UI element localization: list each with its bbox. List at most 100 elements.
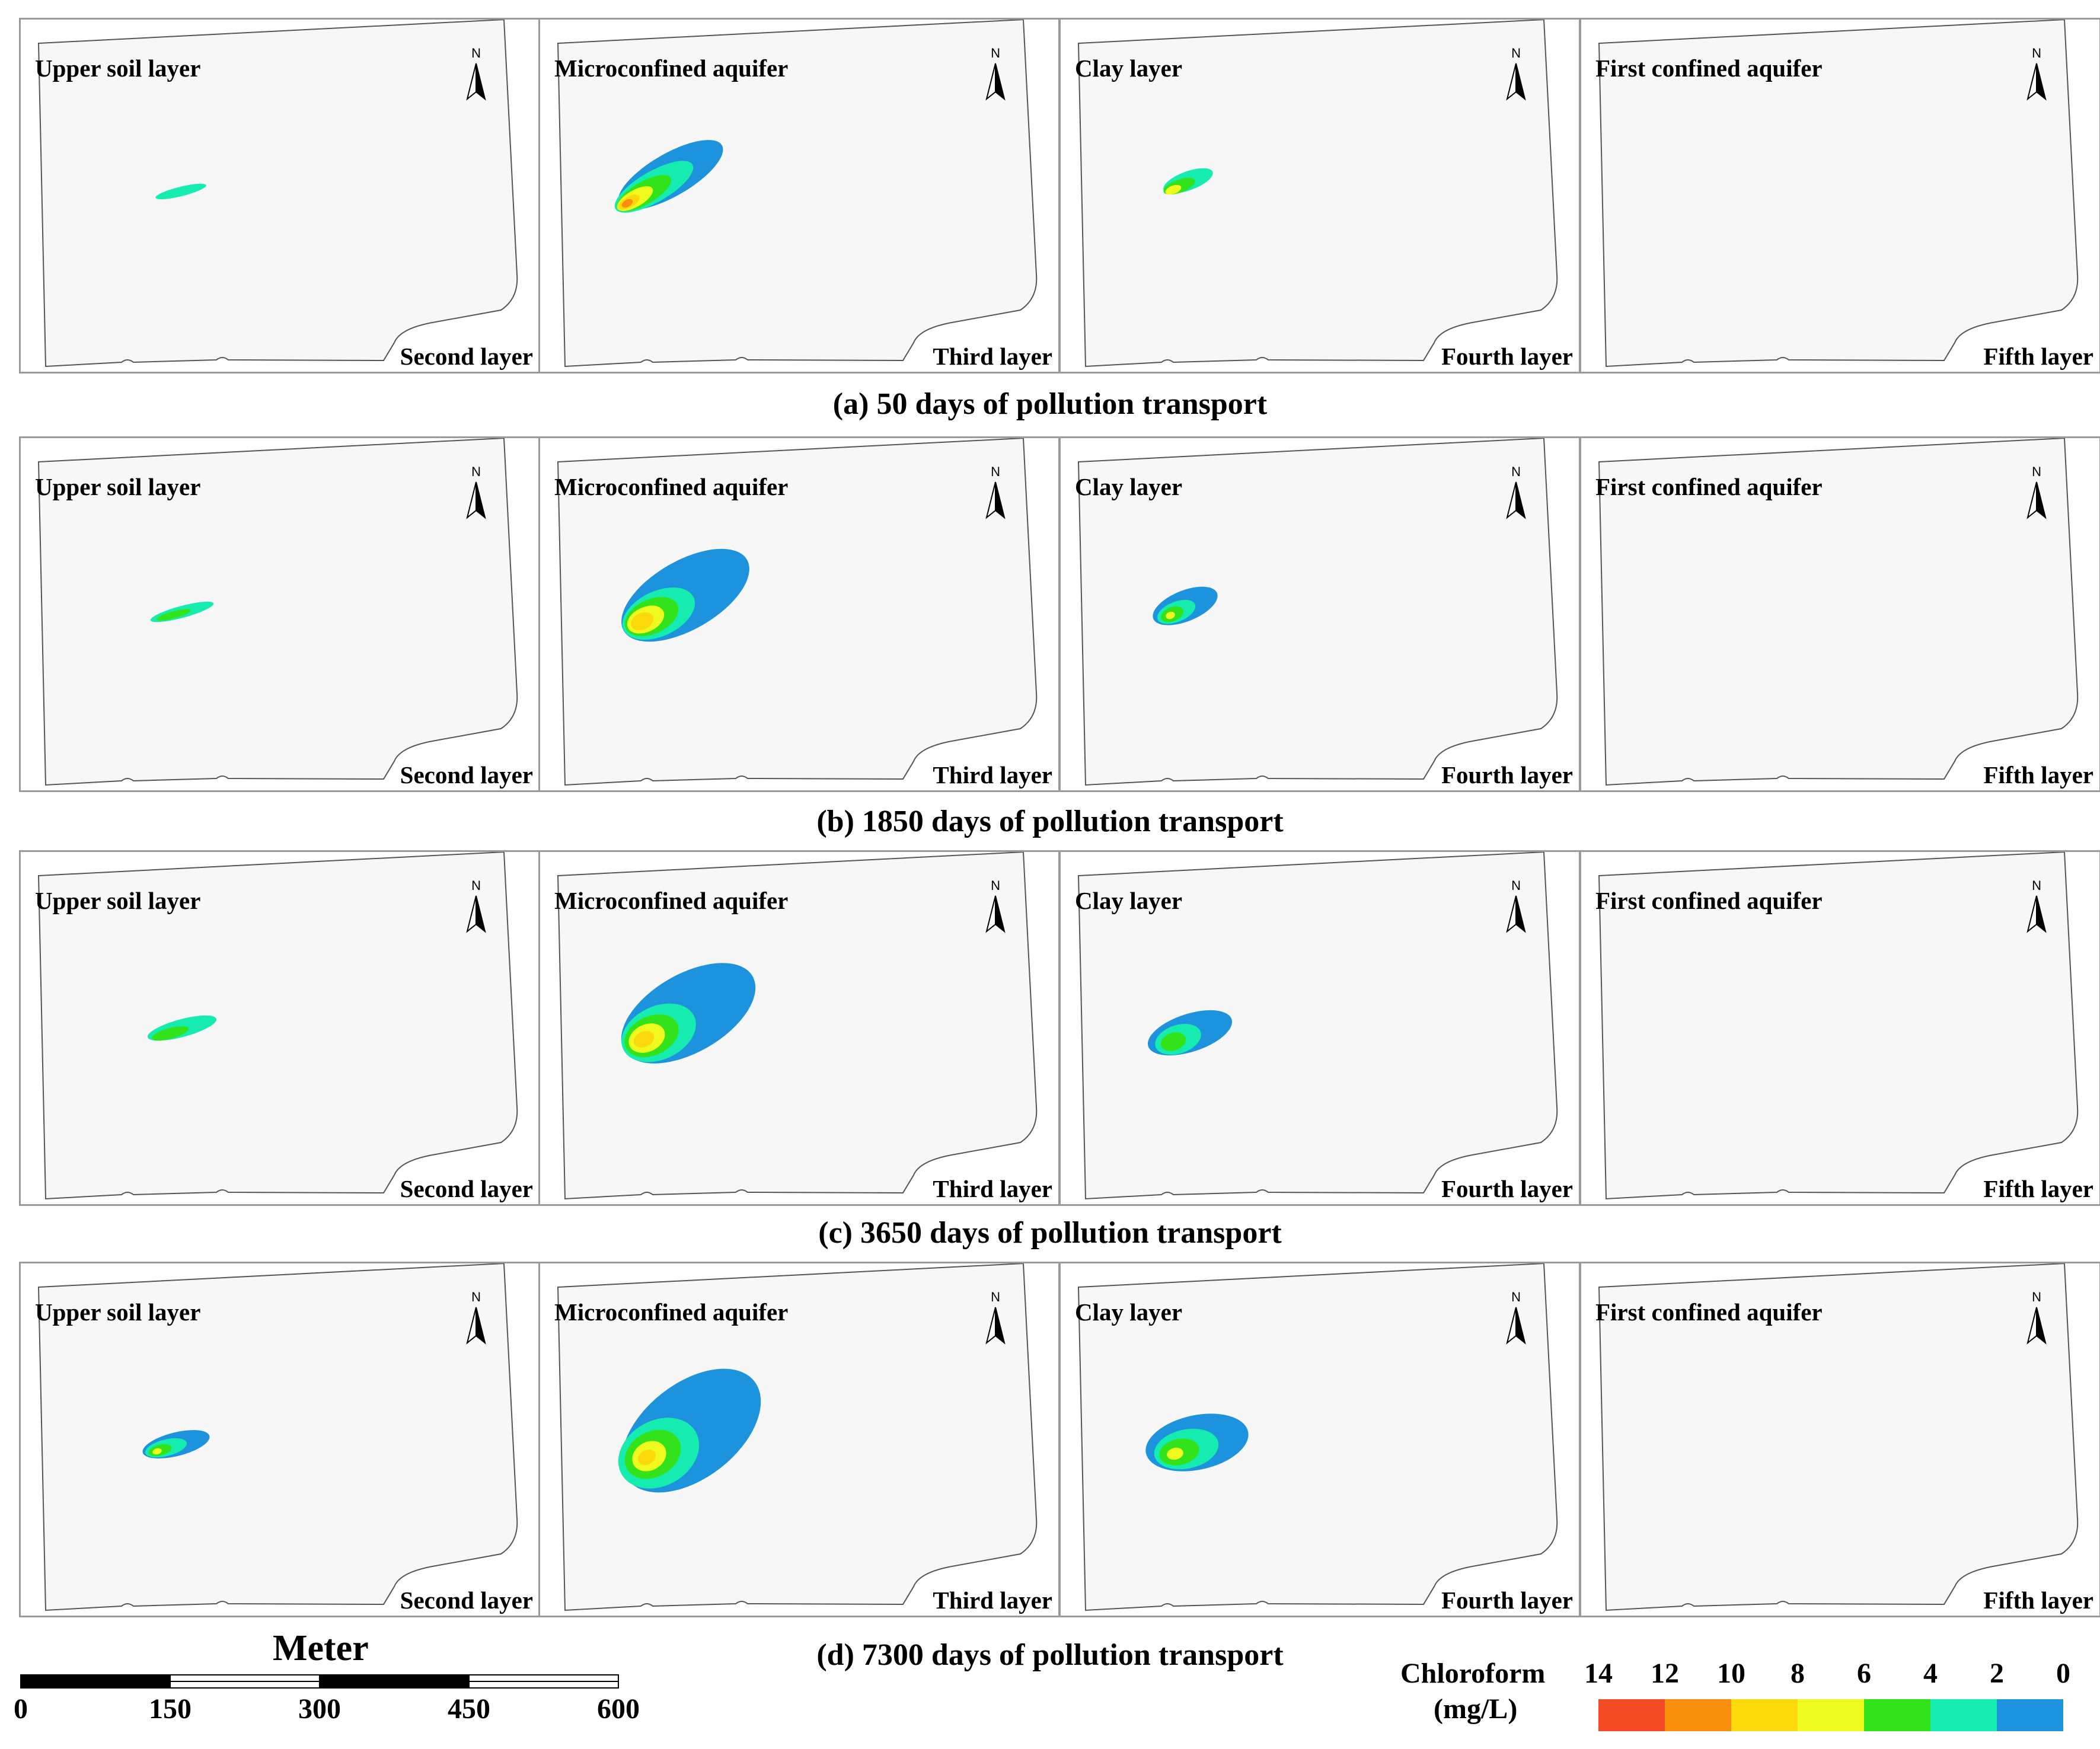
layer-name: First confined aquifer (1595, 1298, 1823, 1326)
north-arrow-icon: N (1506, 1290, 1526, 1345)
site-boundary (1077, 20, 1558, 368)
layer-number: Second layer (400, 1175, 533, 1202)
panel-b-microconfined: N Microconfined aquifer Third layer (538, 436, 1060, 792)
layer-name: Microconfined aquifer (554, 55, 789, 82)
layer-number: Second layer (400, 761, 533, 789)
scale-bar-unit: Meter (273, 1628, 369, 1668)
north-arrow-icon: N (2026, 464, 2047, 519)
legend-swatch (1997, 1699, 2063, 1731)
site-boundary (37, 852, 518, 1200)
legend-unit: (mg/L) (1434, 1693, 1518, 1725)
layer-number: Second layer (400, 1587, 533, 1614)
scale-tick-450: 450 (448, 1693, 490, 1725)
site-boundary (1077, 1263, 1558, 1611)
north-arrow-icon: N (985, 464, 1006, 519)
panel-c-microconfined: N Microconfined aquifer Third layer (538, 850, 1060, 1206)
layer-number: Fifth layer (1983, 1587, 2093, 1614)
north-label: N (1511, 46, 1521, 60)
scale-bar (20, 1674, 619, 1689)
caption-text: 3650 days of pollution transport (860, 1216, 1282, 1250)
plume-contour (1160, 1032, 1186, 1051)
panel-d-clay: N Clay layer Fourth layer (1059, 1262, 1581, 1617)
site-boundary (1598, 1263, 2079, 1611)
site-map-d-1: N (37, 1263, 518, 1611)
plume-contour (155, 183, 206, 200)
panel-a-first-confined: N First confined aquifer Fifth layer (1579, 18, 2100, 374)
north-arrow-icon: N (1506, 46, 1526, 101)
legend-title: Chloroform (1400, 1658, 1546, 1689)
layer-name: First confined aquifer (1595, 473, 1823, 500)
north-label: N (991, 878, 1000, 893)
caption-c: (c) 3650 days of pollution transport (0, 1215, 2100, 1250)
plume-contour (152, 1448, 162, 1455)
north-label: N (991, 1290, 1000, 1304)
caption-d: (d) 7300 days of pollution transport (0, 1638, 2100, 1673)
site-map-b-1: N (37, 438, 518, 786)
north-arrow-icon: N (985, 46, 1006, 101)
caption-b: (b) 1850 days of pollution transport (0, 804, 2100, 839)
site-boundary (557, 852, 1038, 1200)
north-arrow-icon: N (466, 1290, 486, 1345)
legend-label: 14 (1584, 1658, 1613, 1689)
site-map-a-4: N (1598, 20, 2079, 368)
layer-name: Microconfined aquifer (554, 473, 789, 500)
site-map-d-4: N (1598, 1263, 2079, 1611)
legend-label: 4 (1923, 1658, 1938, 1689)
layer-number: Third layer (933, 343, 1052, 370)
scale-tick-600: 600 (597, 1693, 640, 1725)
layer-name: Upper soil layer (35, 473, 201, 500)
site-map-d-3: N (1077, 1263, 1558, 1611)
layer-name: Upper soil layer (35, 55, 201, 82)
caption-text: 1850 days of pollution transport (861, 805, 1284, 838)
north-label: N (1511, 1290, 1521, 1304)
caption-a: (a) 50 days of pollution transport (0, 387, 2100, 422)
north-arrow-icon: N (1506, 878, 1526, 933)
layer-name: First confined aquifer (1595, 887, 1823, 914)
site-map-a-3: N (1077, 20, 1558, 368)
site-map-b-4: N (1598, 438, 2079, 786)
site-map-c-1: N (37, 852, 518, 1200)
north-arrow-icon: N (2026, 46, 2047, 101)
layer-number: Fourth layer (1441, 1175, 1573, 1202)
site-map-d-2: N (557, 1263, 1038, 1611)
panel-b-first-confined: N First confined aquifer Fifth layer (1579, 436, 2100, 792)
layer-number: Third layer (933, 761, 1052, 789)
north-label: N (2032, 878, 2041, 893)
legend-label: 0 (2056, 1658, 2070, 1689)
north-label: N (471, 1290, 481, 1304)
scale-tick-300: 300 (298, 1693, 341, 1725)
panel-c-first-confined: N First confined aquifer Fifth layer (1579, 850, 2100, 1206)
site-boundary (1077, 438, 1558, 786)
plume-contour (152, 1026, 189, 1041)
plume-contour (637, 1449, 656, 1466)
north-label: N (471, 464, 481, 479)
layer-number: Fourth layer (1441, 761, 1573, 789)
plume-contour (1167, 1447, 1183, 1460)
panel-a-microconfined: N Microconfined aquifer Third layer (538, 18, 1060, 374)
caption-text: 7300 days of pollution transport (861, 1638, 1284, 1672)
site-boundary (557, 438, 1038, 786)
north-arrow-icon: N (985, 1290, 1006, 1345)
site-boundary (1598, 438, 2079, 786)
site-map-c-3: N (1077, 852, 1558, 1200)
plume-contour (156, 609, 192, 621)
panel-d-microconfined: N Microconfined aquifer Third layer (538, 1262, 1060, 1617)
layer-number: Fifth layer (1983, 761, 2093, 789)
caption-letter: (c) (818, 1216, 853, 1250)
north-arrow-icon: N (1506, 464, 1526, 519)
scale-tick-0: 0 (14, 1693, 28, 1725)
layer-name: Clay layer (1075, 473, 1183, 500)
site-boundary (1598, 20, 2079, 368)
north-arrow-icon: N (466, 46, 486, 101)
plume-contour (630, 612, 654, 631)
layer-number: Third layer (933, 1175, 1052, 1202)
legend-swatch (1731, 1699, 1798, 1731)
plume-contour (633, 1030, 655, 1048)
legend-label: 10 (1717, 1658, 1745, 1689)
layer-name: Clay layer (1075, 887, 1183, 914)
north-label: N (991, 464, 1000, 479)
north-label: N (1511, 878, 1521, 893)
site-boundary (1077, 852, 1558, 1200)
site-map-a-2: N (557, 20, 1038, 368)
north-label: N (991, 46, 1000, 60)
